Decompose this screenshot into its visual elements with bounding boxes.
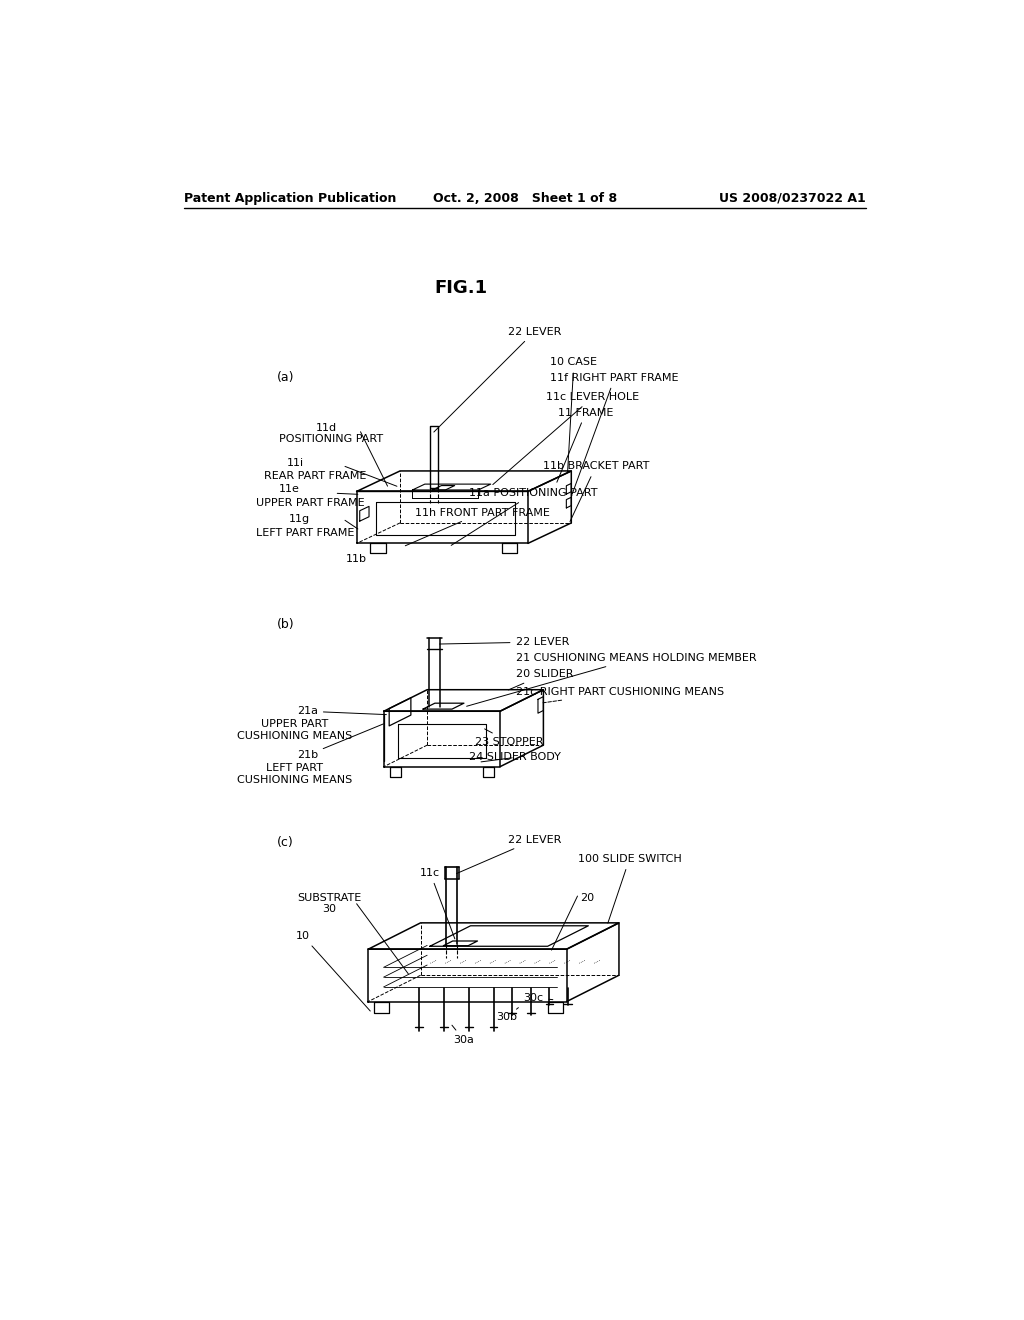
Text: 30c: 30c: [523, 993, 553, 1003]
Text: UPPER PART FRAME: UPPER PART FRAME: [256, 499, 365, 508]
Text: 11c: 11c: [420, 869, 455, 939]
Text: 100 SLIDE SWITCH: 100 SLIDE SWITCH: [578, 854, 681, 923]
Text: POSITIONING PART: POSITIONING PART: [280, 434, 383, 445]
Text: (b): (b): [276, 618, 295, 631]
Text: 22 LEVER: 22 LEVER: [457, 834, 561, 874]
Text: LEFT PART: LEFT PART: [266, 763, 324, 774]
Text: 23 STOPPER: 23 STOPPER: [475, 729, 544, 747]
Text: 30a: 30a: [452, 1026, 474, 1045]
Text: 20 SLIDER: 20 SLIDER: [508, 669, 573, 690]
Text: 11h FRONT PART FRAME: 11h FRONT PART FRAME: [406, 508, 550, 545]
Text: (a): (a): [276, 371, 294, 384]
Text: 11g: 11g: [289, 513, 310, 524]
Text: US 2008/0237022 A1: US 2008/0237022 A1: [719, 191, 866, 205]
Text: UPPER PART: UPPER PART: [261, 719, 329, 730]
Text: 10: 10: [296, 931, 371, 1011]
Text: 11a POSITIONING PART: 11a POSITIONING PART: [452, 488, 597, 545]
Text: Oct. 2, 2008   Sheet 1 of 8: Oct. 2, 2008 Sheet 1 of 8: [433, 191, 616, 205]
Text: 11b BRACKET PART: 11b BRACKET PART: [543, 462, 649, 521]
Text: 24 SLIDER BODY: 24 SLIDER BODY: [469, 752, 561, 763]
Text: 11 FRAME: 11 FRAME: [557, 408, 613, 482]
Text: 22 LEVER: 22 LEVER: [439, 638, 569, 647]
Text: 30: 30: [323, 904, 337, 915]
Text: LEFT PART FRAME: LEFT PART FRAME: [256, 528, 354, 537]
Text: 22 LEVER: 22 LEVER: [434, 326, 561, 432]
Text: (c): (c): [276, 836, 294, 849]
Text: 21b: 21b: [297, 723, 384, 760]
Text: 10 CASE: 10 CASE: [550, 358, 597, 473]
Text: 11e: 11e: [280, 484, 300, 495]
Text: 21c RIGHT PART CUSHIONING MEANS: 21c RIGHT PART CUSHIONING MEANS: [515, 686, 724, 702]
Text: 11b: 11b: [346, 554, 368, 564]
Text: 11c LEVER HOLE: 11c LEVER HOLE: [493, 392, 640, 484]
Text: Patent Application Publication: Patent Application Publication: [183, 191, 396, 205]
Text: CUSHIONING MEANS: CUSHIONING MEANS: [237, 731, 352, 741]
Text: CUSHIONING MEANS: CUSHIONING MEANS: [237, 775, 352, 785]
Text: 11i: 11i: [287, 458, 304, 467]
Text: 21a: 21a: [297, 706, 386, 717]
Text: 11f RIGHT PART FRAME: 11f RIGHT PART FRAME: [550, 372, 679, 494]
Text: FIG.1: FIG.1: [434, 279, 487, 297]
Text: 21 CUSHIONING MEANS HOLDING MEMBER: 21 CUSHIONING MEANS HOLDING MEMBER: [467, 653, 756, 706]
Text: SUBSTRATE: SUBSTRATE: [297, 892, 361, 903]
Text: REAR PART FRAME: REAR PART FRAME: [263, 471, 366, 480]
Text: 11d: 11d: [315, 422, 337, 433]
Text: 30b: 30b: [496, 1007, 518, 1022]
Text: 20: 20: [580, 892, 594, 903]
